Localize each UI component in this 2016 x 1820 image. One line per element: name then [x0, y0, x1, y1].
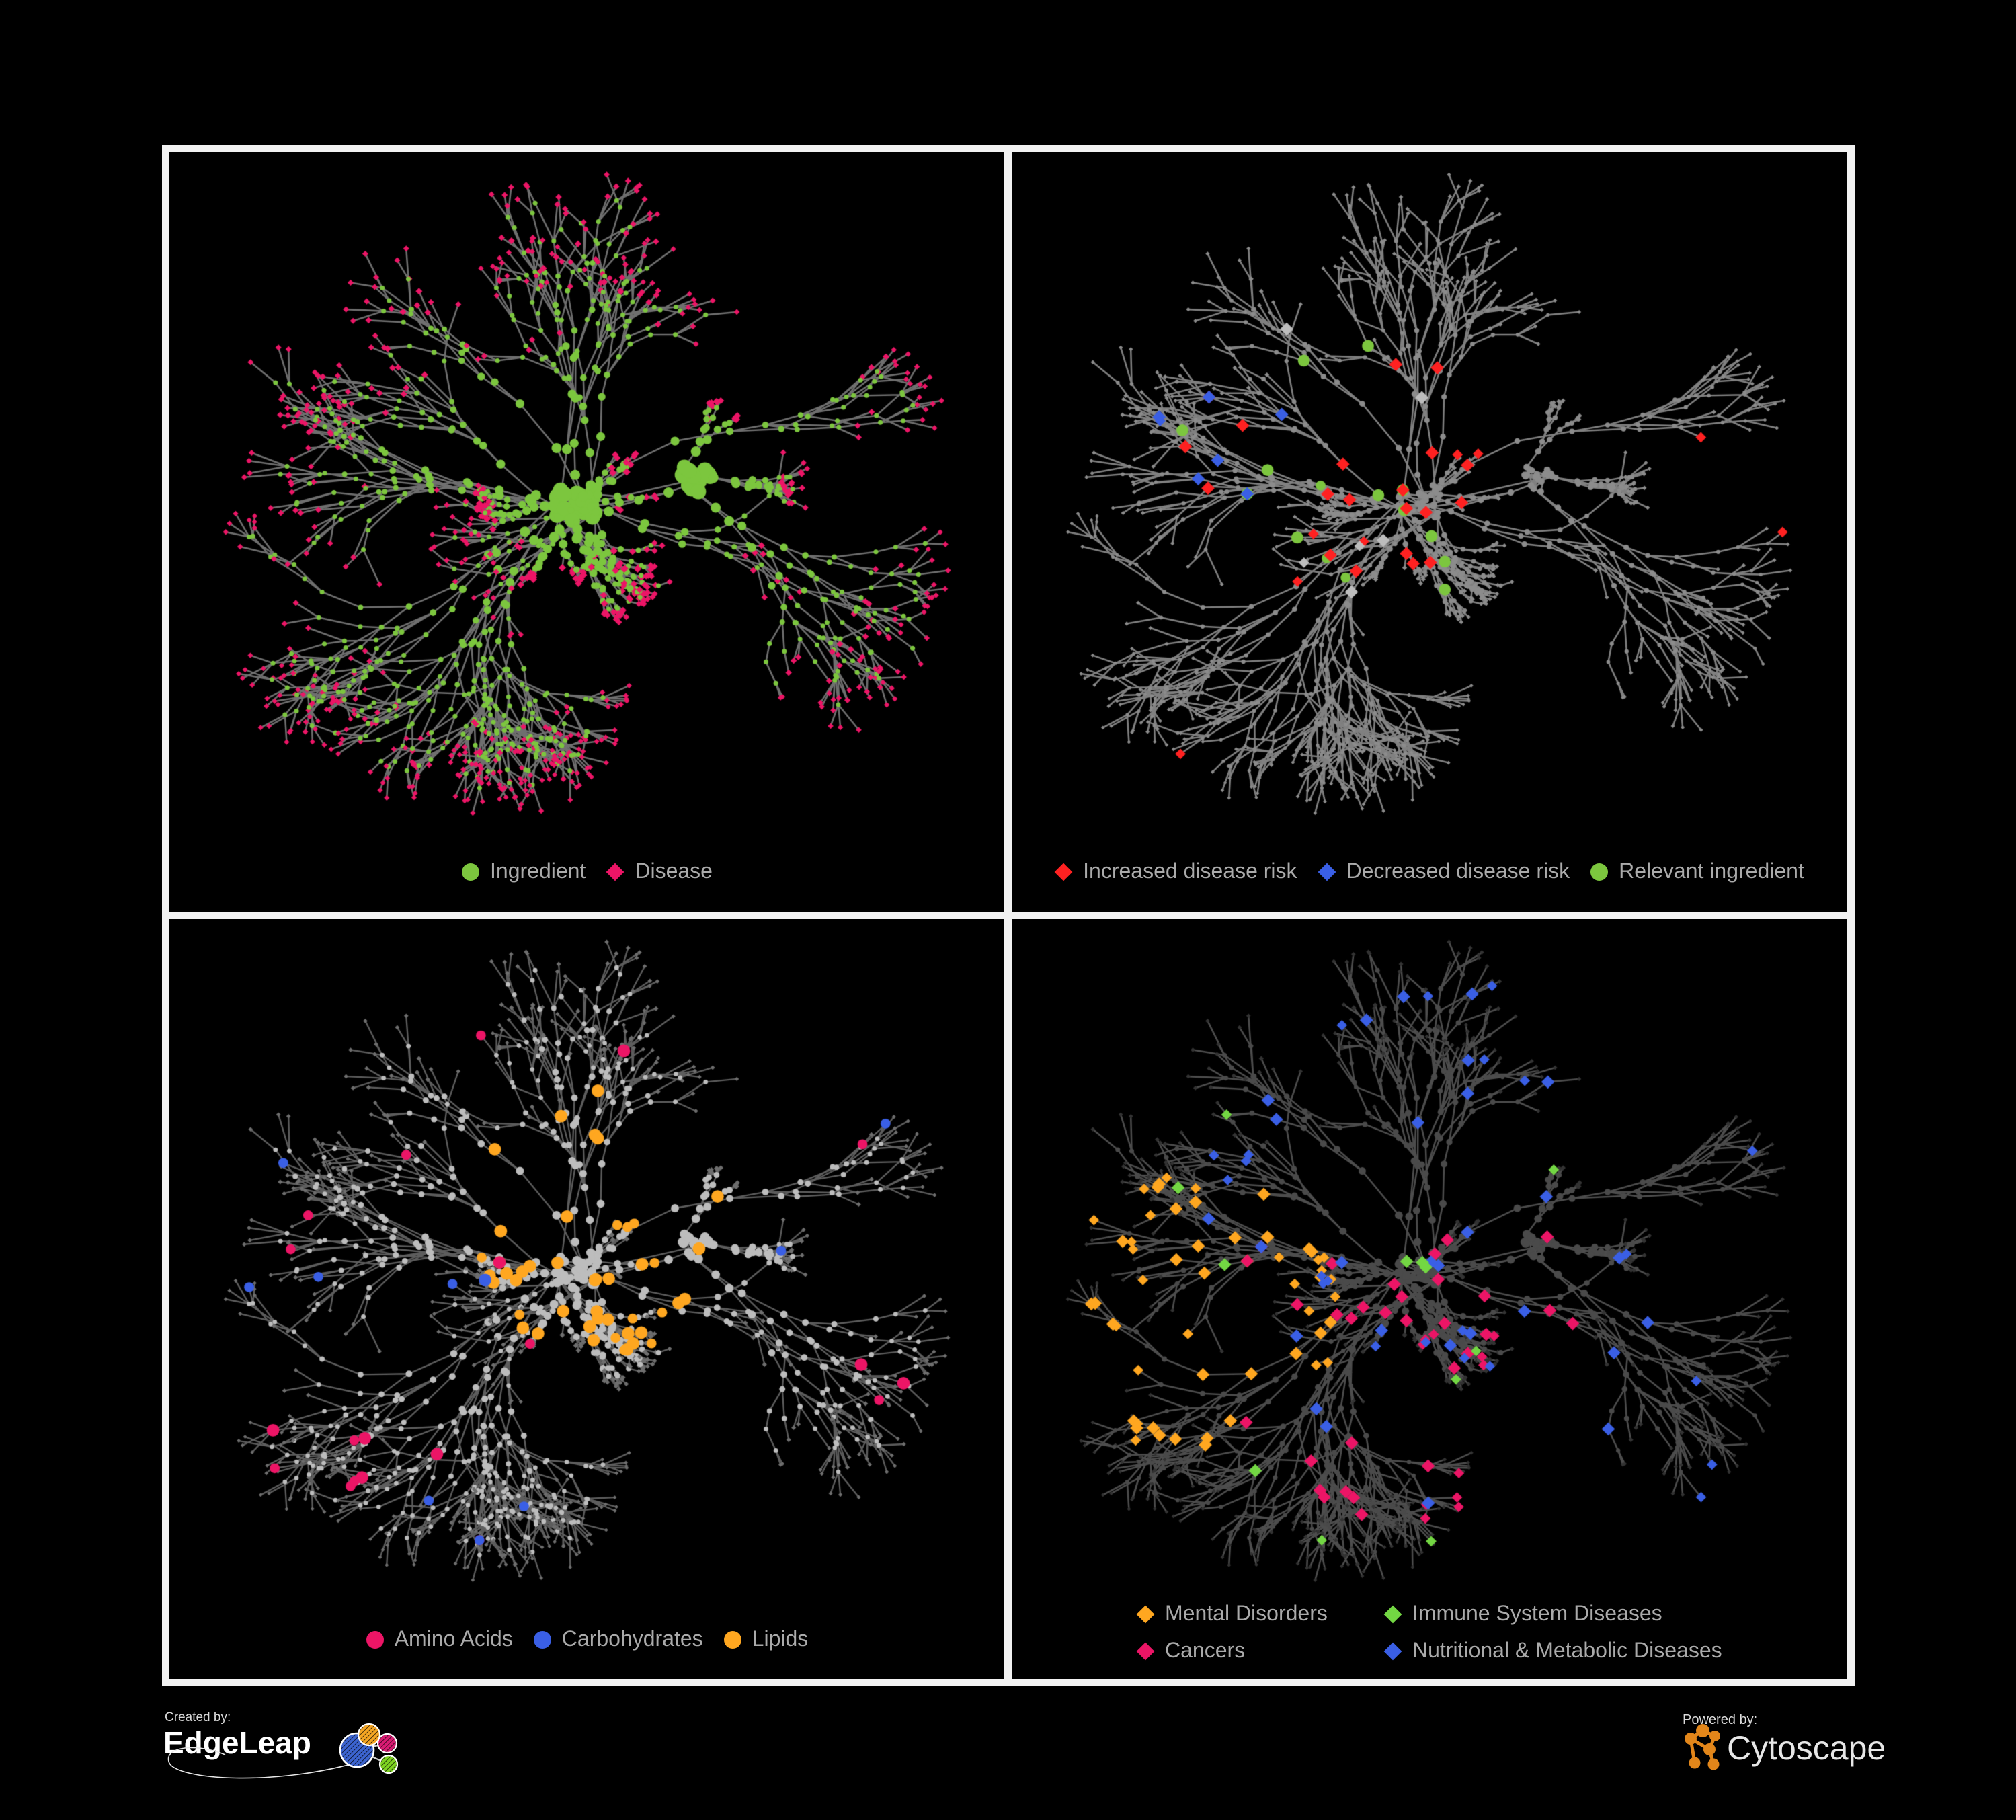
svg-text:EdgeLeap: EdgeLeap	[163, 1725, 311, 1760]
svg-text:Cytoscape: Cytoscape	[1727, 1729, 1886, 1767]
svg-text:Created by:: Created by:	[165, 1710, 231, 1725]
svg-text:Powered by:: Powered by:	[1683, 1712, 1757, 1727]
